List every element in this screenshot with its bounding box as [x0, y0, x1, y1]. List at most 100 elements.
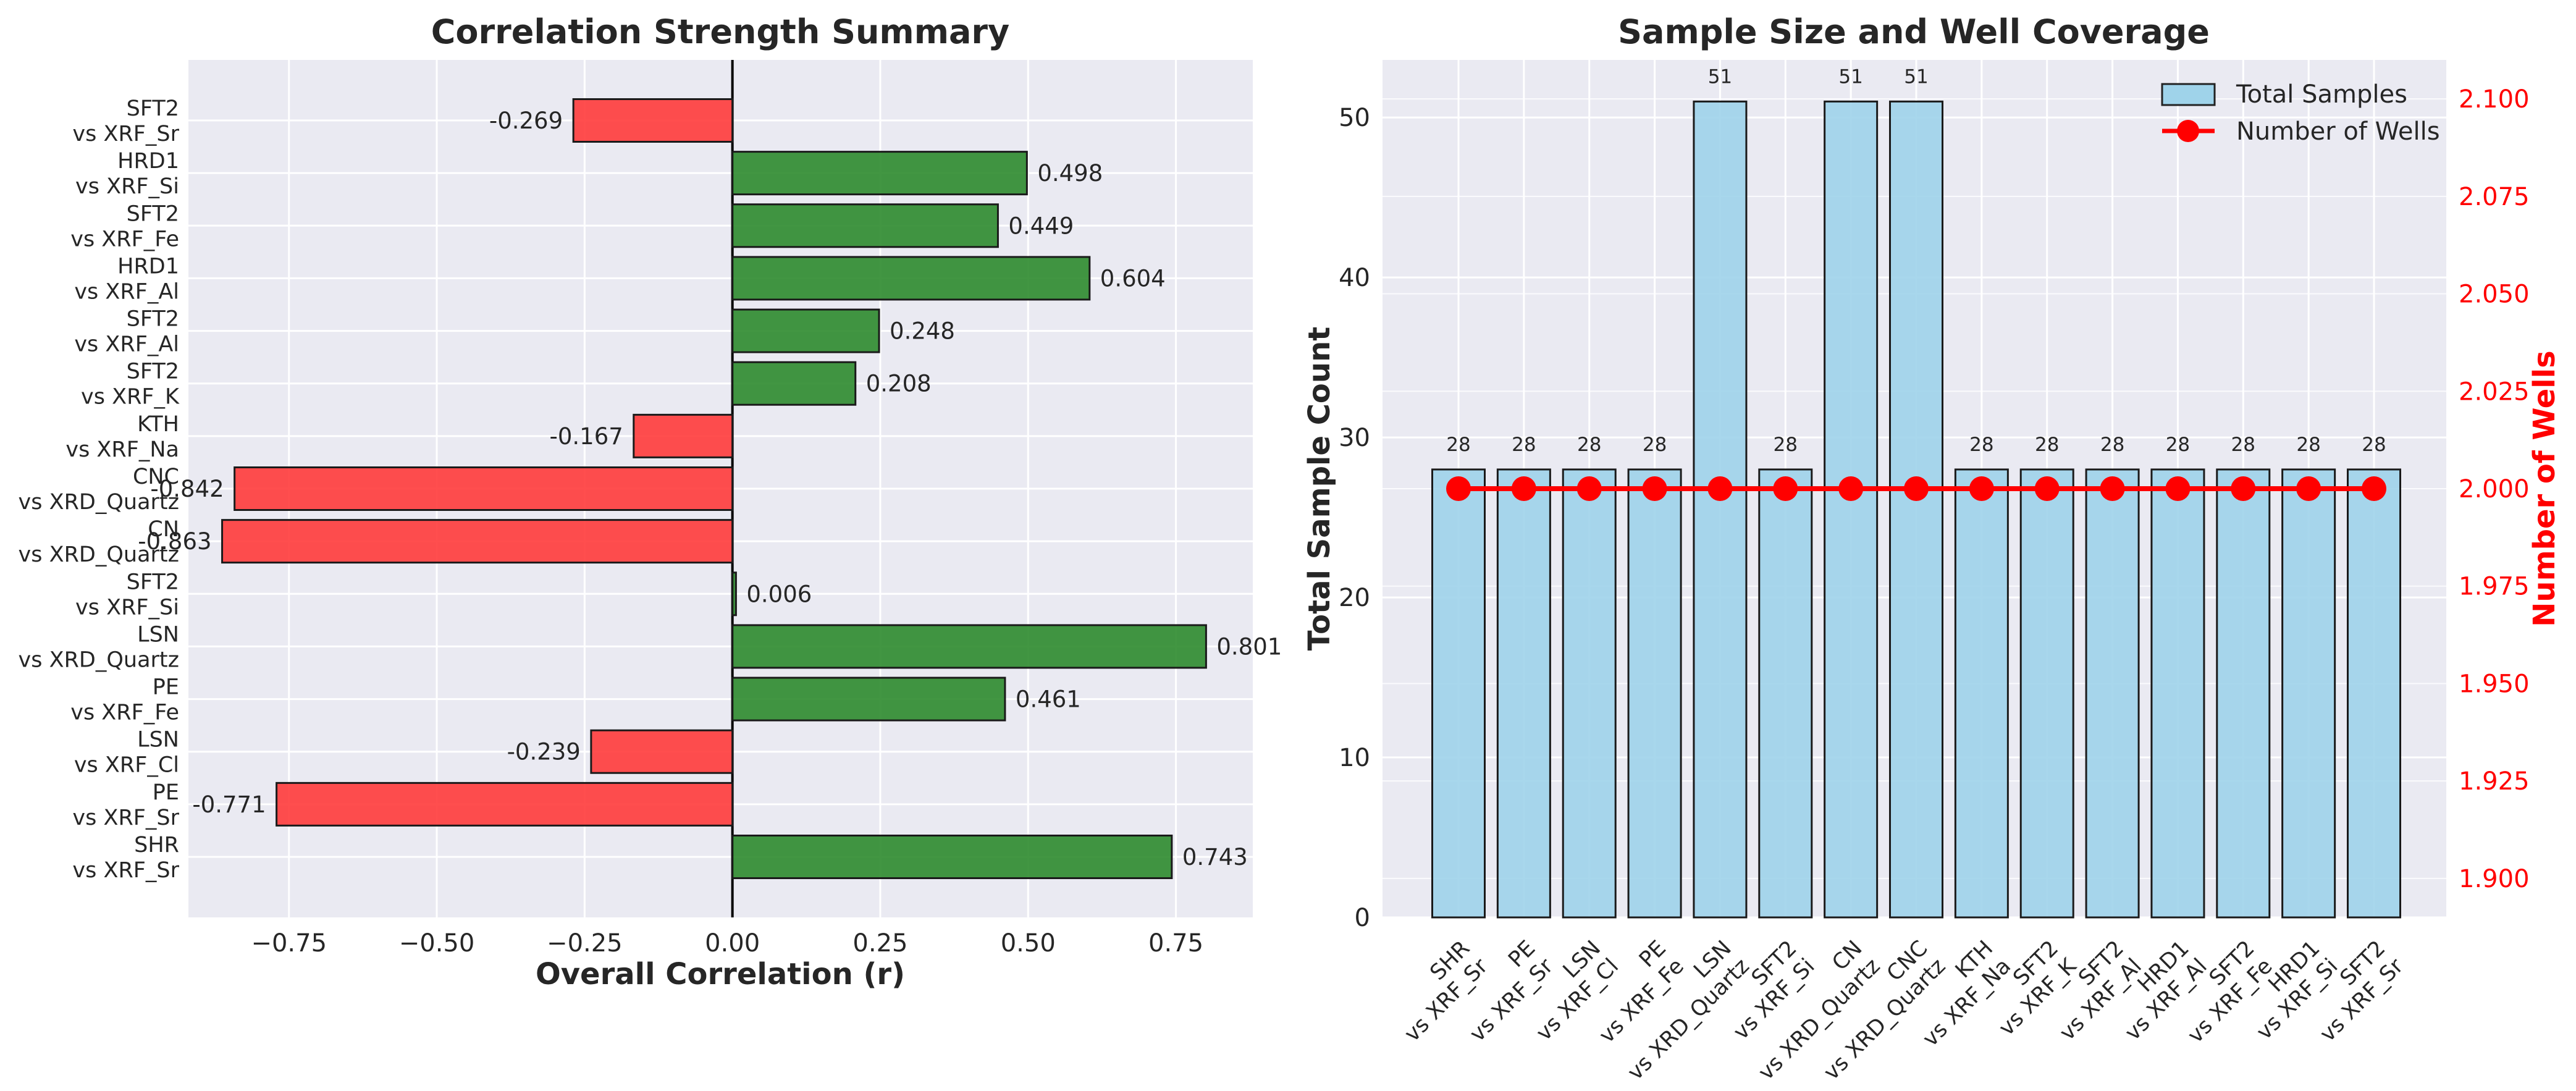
- wells-marker: [1642, 476, 1667, 501]
- wells-marker: [1969, 476, 1994, 501]
- wells-y-tick-label: 1.950: [2459, 670, 2530, 698]
- correlation-category-label-line: HRD1: [117, 254, 179, 279]
- correlation-bar-lsn-vs-xrf-cl: [590, 729, 734, 774]
- wells-marker: [2362, 476, 2386, 501]
- wells-marker: [1707, 476, 1733, 501]
- correlation-chart-title: Correlation Strength Summary: [431, 12, 1009, 51]
- wells-line: [1446, 476, 2386, 501]
- sample-count-label: 28: [2166, 434, 2190, 456]
- correlation-value-label: -0.863: [138, 528, 211, 555]
- correlation-bar-shr-vs-xrf-sr: [731, 835, 1173, 879]
- correlation-bars: [221, 98, 1207, 879]
- sample-size-chart: 28 28 28 28 51 28 51 51 28 28 28 28 28 28 28 0 10 20 30 40…: [1302, 12, 2562, 1085]
- correlation-category-label: HRD1 vs XRF_Si: [75, 149, 179, 199]
- correlation-category-label: SFT2 vs XRF_Si: [75, 570, 179, 620]
- sample-count-label: 28: [1969, 434, 1993, 456]
- wells-marker: [1838, 476, 1864, 501]
- legend-swatch-wells-marker: [2177, 120, 2199, 142]
- wells-marker: [2231, 476, 2256, 501]
- correlation-category-label-line: CNC: [133, 465, 179, 489]
- sample-bar-sft2-vs-xrf-fe: [2216, 468, 2271, 919]
- correlation-category-label-line: SFT2: [127, 307, 179, 332]
- correlation-value-label: 0.461: [1016, 686, 1081, 713]
- sample-count-label: 51: [1708, 65, 1732, 88]
- correlation-x-ticks: −0.75 −0.50 −0.25 0.00 0.25 0.50 0.75: [251, 929, 1203, 958]
- sample-category-label-line: vs XRD_Quartz: [1623, 954, 1754, 1085]
- sample-count-label: 28: [2296, 434, 2320, 456]
- correlation-bar-sft2-vs-xrf-sr: [572, 98, 734, 143]
- correlation-category-label-line: vs XRF_Si: [75, 174, 179, 199]
- correlation-x-tick-label: 0.25: [852, 929, 907, 958]
- correlation-chart: 0.743 -0.771 -0.239 0.461 0.801 0.006 -0.863 -0…: [19, 12, 1282, 992]
- sample-bar-pe-vs-xrf-sr: [1496, 468, 1551, 919]
- correlation-category-label-line: vs XRF_K: [81, 385, 180, 410]
- correlation-category-label: CN vs XRD_Quartz: [19, 517, 179, 567]
- correlation-bar-kth-vs-xrf-na: [633, 413, 734, 458]
- sample-bar-sft2-vs-xrf-sr: [2347, 468, 2401, 919]
- correlation-category-label-line: SFT2: [127, 570, 179, 594]
- correlation-bar-hrd1-vs-xrf-al: [731, 256, 1091, 301]
- correlation-value-label: -0.167: [550, 423, 623, 450]
- sample-bar-kth-vs-xrf-na: [1954, 468, 2009, 919]
- correlation-x-axis-label: Overall Correlation (r): [536, 957, 905, 992]
- sample-bar-hrd1-vs-xrf-si: [2281, 468, 2336, 919]
- correlation-category-label: SFT2 vs XRF_K: [81, 360, 180, 410]
- wells-marker: [2034, 476, 2060, 501]
- correlation-value-label: -0.771: [192, 791, 266, 818]
- correlation-category-label: PE vs XRF_Fe: [70, 675, 179, 725]
- wells-y-tick-label: 2.025: [2459, 377, 2530, 406]
- correlation-category-label: CNC vs XRD_Quartz: [19, 465, 179, 515]
- sample-y-tick-label: 0: [1355, 904, 1370, 932]
- wells-marker: [2296, 476, 2321, 501]
- wells-y-tick-label: 1.925: [2459, 767, 2530, 796]
- wells-marker: [1446, 476, 1471, 501]
- correlation-bar-sft2-vs-xrf-si: [731, 571, 737, 617]
- wells-marker: [1576, 476, 1602, 501]
- sample-count-label: 28: [2100, 434, 2124, 456]
- sample-count-labels: 28 28 28 28 51 28 51 51 28 28 28 28 28 28 28: [1446, 65, 2386, 456]
- sample-count-label: 28: [2362, 434, 2386, 456]
- correlation-category-label-line: vs XRD_Quartz: [19, 542, 179, 567]
- correlation-category-label-line: PE: [153, 780, 179, 805]
- correlation-category-label-line: vs XRD_Quartz: [19, 490, 179, 515]
- wells-y-tick-label: 1.975: [2459, 573, 2530, 601]
- wells-y-tick-label: 1.900: [2459, 865, 2530, 893]
- sample-bar-shr-vs-xrf-sr: [1431, 468, 1486, 919]
- sample-bar-sft2-vs-xrf-al: [2085, 468, 2140, 919]
- correlation-value-labels: 0.743 -0.771 -0.239 0.461 0.801 0.006 -0.863 -0…: [138, 107, 1282, 870]
- correlation-category-label: SFT2 vs XRF_Fe: [70, 201, 179, 251]
- sample-bar-hrd1-vs-xrf-al: [2150, 468, 2205, 919]
- correlation-category-label-line: LSN: [137, 728, 179, 752]
- correlation-value-label: -0.842: [150, 476, 224, 502]
- wells-y-tick-label: 2.000: [2459, 475, 2530, 503]
- correlation-category-label-line: CN: [148, 517, 179, 542]
- correlation-category-label-line: PE: [153, 675, 179, 700]
- correlation-category-label-line: vs XRF_Fe: [70, 701, 179, 725]
- correlation-bar-pe-vs-xrf-fe: [731, 676, 1006, 722]
- correlation-category-label-line: vs XRF_Na: [65, 437, 179, 462]
- correlation-x-tick-label: −0.75: [251, 929, 327, 958]
- correlation-bar-hrd1-vs-xrf-si: [731, 151, 1028, 196]
- correlation-category-label-line: SFT2: [127, 360, 179, 384]
- wells-marker: [1511, 476, 1536, 501]
- wells-y-tick-label: 2.050: [2459, 280, 2530, 309]
- sample-bar-pe-vs-xrf-fe: [1627, 468, 1682, 919]
- correlation-category-label-line: KTH: [137, 412, 179, 437]
- sample-chart-title: Sample Size and Well Coverage: [1618, 12, 2210, 51]
- correlation-category-label-line: vs XRF_Al: [74, 279, 179, 304]
- correlation-category-label: LSN vs XRD_Quartz: [19, 622, 179, 672]
- correlation-x-tick-label: 0.00: [705, 929, 760, 958]
- correlation-bar-sft2-vs-xrf-fe: [731, 203, 999, 248]
- correlation-category-label-line: HRD1: [117, 149, 179, 174]
- correlation-category-label-line: LSN: [137, 622, 179, 647]
- wells-y-axis-label: Number of Wells: [2527, 350, 2562, 627]
- sample-y-tick-label: 30: [1339, 424, 1370, 452]
- correlation-value-label: 0.801: [1216, 633, 1282, 660]
- correlation-value-label: 0.208: [866, 371, 932, 397]
- wells-marker: [1773, 476, 1798, 501]
- correlation-value-label: 0.498: [1037, 160, 1103, 187]
- sample-bar-sft2-vs-xrf-k: [2019, 468, 2074, 919]
- sample-y-axis-label: Total Sample Count: [1302, 327, 1337, 651]
- wells-y-tick-label: 2.100: [2459, 85, 2530, 114]
